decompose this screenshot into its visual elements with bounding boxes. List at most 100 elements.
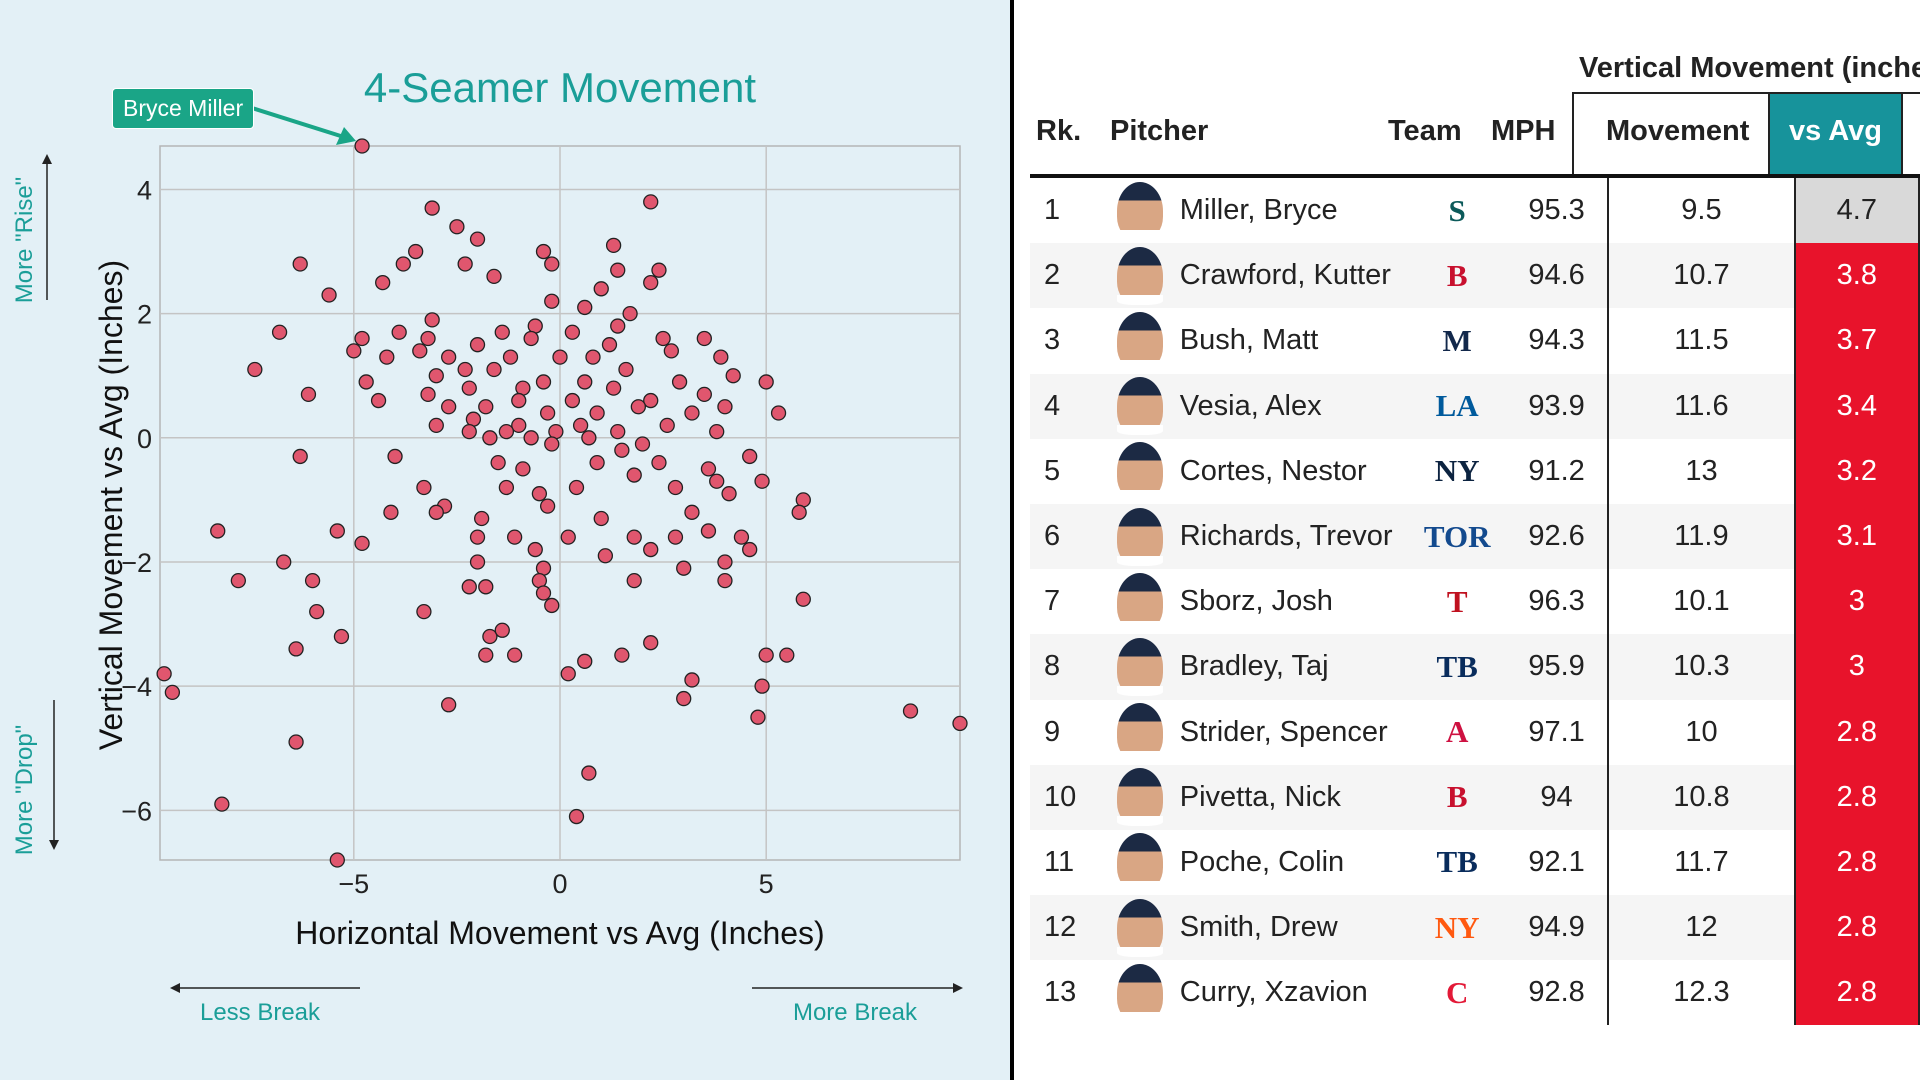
y-tick-label: −2 <box>121 548 152 578</box>
table-row: 9 Strider, Spencer A 97.1 10 2.8 <box>1030 699 1920 765</box>
table-row: 11 Poche, Colin TB 92.1 11.7 2.8 <box>1030 829 1920 896</box>
less-break-arrowhead <box>170 983 180 993</box>
movement-cell: 13 <box>1607 438 1796 504</box>
avatar <box>1117 507 1164 566</box>
callout-arrowhead <box>336 127 356 145</box>
data-point <box>379 349 395 365</box>
data-point <box>659 417 675 434</box>
data-point <box>605 380 622 396</box>
data-point <box>626 467 642 483</box>
col-header-team: Team <box>1388 115 1462 147</box>
data-point <box>952 715 968 732</box>
data-point <box>742 541 758 558</box>
movement-cell: 12.3 <box>1607 960 1796 1026</box>
data-point <box>473 510 490 527</box>
data-point <box>329 523 345 539</box>
data-point <box>498 479 515 496</box>
pitcher-name-cell: Smith, Drew <box>1179 895 1409 961</box>
rank-cell: 5 <box>1044 454 1061 487</box>
data-point <box>424 200 440 216</box>
team-cell: M <box>1408 308 1505 373</box>
data-point <box>700 461 717 477</box>
data-point <box>210 523 226 539</box>
panel-divider <box>1010 0 1014 1080</box>
mph-cell: 96.3 <box>1528 585 1585 618</box>
data-point <box>589 454 605 471</box>
vs-avg-cell: 3.8 <box>1794 243 1920 309</box>
data-point <box>408 243 424 260</box>
data-point <box>651 262 667 278</box>
data-point <box>300 386 317 402</box>
data-point <box>502 349 519 365</box>
data-point <box>758 374 774 390</box>
data-point <box>581 430 597 446</box>
data-point <box>329 852 345 868</box>
data-point <box>593 510 609 527</box>
data-point <box>581 765 597 781</box>
more-rise-label: More "Rise" <box>11 177 38 303</box>
data-point <box>461 380 477 396</box>
data-point <box>506 529 523 545</box>
y-tick-label: 2 <box>137 300 152 330</box>
avatar <box>1117 181 1164 240</box>
data-point <box>441 349 457 365</box>
avatar-cell <box>1111 503 1180 570</box>
data-point <box>622 305 638 322</box>
vs-avg-cell: 3.7 <box>1794 308 1920 374</box>
team-logo-icon: TOR <box>1423 518 1491 554</box>
data-point <box>511 417 527 434</box>
avatar-cell <box>1111 243 1180 309</box>
data-point <box>461 423 477 440</box>
rank-cell: 4 <box>1030 373 1112 439</box>
data-point <box>676 690 692 707</box>
data-point <box>469 337 486 353</box>
data-point <box>610 318 626 334</box>
data-point <box>717 572 733 589</box>
movement-cell: 10 <box>1607 699 1796 765</box>
data-point <box>593 281 609 297</box>
data-point <box>449 219 465 235</box>
vs-avg-cell: 3.1 <box>1794 503 1920 570</box>
more-break-arrowhead <box>953 983 963 993</box>
data-point <box>626 529 642 545</box>
y-tick-label: 4 <box>137 175 152 205</box>
team-logo-icon: A <box>1445 714 1469 750</box>
team-logo-icon: C <box>1445 974 1469 1010</box>
data-point <box>387 448 403 465</box>
data-point <box>486 361 502 378</box>
team-cell: B <box>1408 764 1506 830</box>
data-point <box>535 585 552 601</box>
data-point <box>605 237 622 253</box>
table-row: 10 Pivetta, Nick B 94 10.8 2.8 <box>1030 764 1920 830</box>
table-row: 2 Crawford, Kutter B 94.6 10.7 3.8 <box>1030 243 1920 309</box>
data-point <box>634 436 651 452</box>
team-logo-icon: B <box>1446 779 1468 815</box>
more-break-label: More Break <box>793 999 918 1026</box>
mph-cell: 95.3 <box>1528 194 1585 227</box>
data-point <box>568 479 585 496</box>
data-point <box>684 672 700 688</box>
team-cell: S <box>1408 178 1505 243</box>
data-point <box>511 392 527 409</box>
y-tick-labels: 4 2 0 −2 −4 −6 <box>121 175 152 826</box>
vs-avg-cell: 2.8 <box>1794 960 1920 1026</box>
data-point <box>416 479 432 496</box>
data-point <box>721 486 737 502</box>
x-tick-label: 5 <box>759 869 774 899</box>
data-point <box>276 554 292 570</box>
avatar-cell <box>1111 960 1180 1025</box>
avatar <box>1117 377 1164 436</box>
team-cell: TB <box>1408 830 1505 895</box>
data-point <box>428 504 444 520</box>
movement-cell: 10.1 <box>1607 569 1796 635</box>
data-point <box>358 374 374 390</box>
data-point <box>597 548 614 564</box>
rank-cell: 9 <box>1044 715 1061 748</box>
data-point <box>271 324 288 340</box>
data-point <box>288 734 304 750</box>
pitcher-table: 1 Miller, Bryce S 95.3 9.5 4.7 2 Crawford, Kutt… <box>1030 178 1920 1026</box>
data-point <box>391 324 407 340</box>
avatar <box>1117 572 1164 631</box>
mph-cell: 91.2 <box>1528 454 1585 487</box>
data-point <box>601 337 618 353</box>
